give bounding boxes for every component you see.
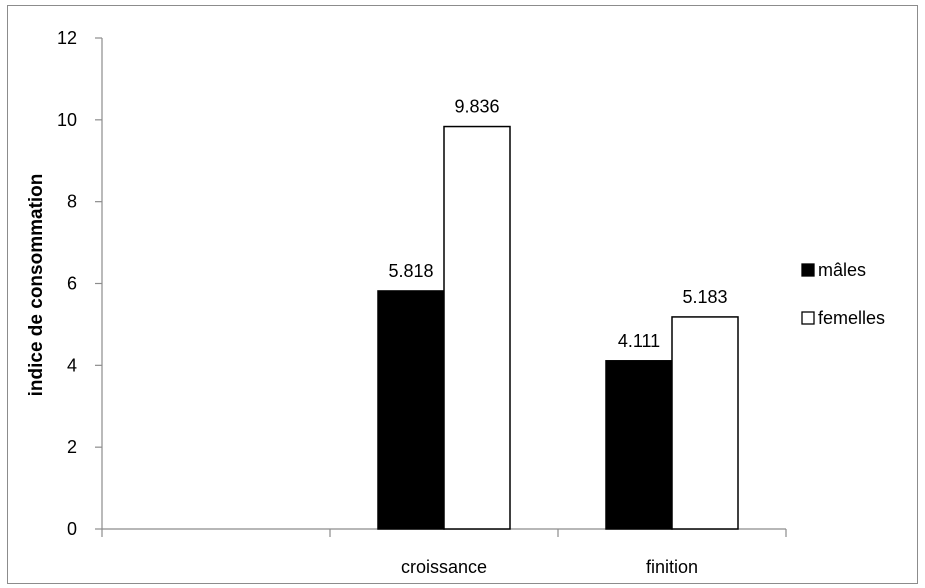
y-tick-label: 12 — [57, 28, 77, 48]
category-label: finition — [646, 557, 698, 577]
legend-label: femelles — [818, 308, 885, 328]
data-label: 5.818 — [388, 261, 433, 281]
data-label: 5.183 — [682, 287, 727, 307]
y-tick-label: 4 — [67, 355, 77, 375]
category-label: croissance — [401, 557, 487, 577]
legend-label: mâles — [818, 260, 866, 280]
y-tick-label: 2 — [67, 437, 77, 457]
y-tick-label: 10 — [57, 110, 77, 130]
legend-swatch — [801, 311, 815, 325]
legend-swatch — [801, 263, 815, 277]
bar-femelles — [443, 125, 511, 530]
bar-males — [377, 290, 445, 530]
bar-males — [605, 360, 673, 530]
y-tick-label: 6 — [67, 274, 77, 294]
y-tick-label: 0 — [67, 519, 77, 539]
data-label: 9.836 — [454, 97, 499, 117]
y-axis-label: indice de consommation — [26, 174, 47, 397]
y-tick-label: 8 — [67, 192, 77, 212]
data-label: 4.111 — [618, 331, 660, 351]
bar-femelles — [671, 316, 739, 530]
